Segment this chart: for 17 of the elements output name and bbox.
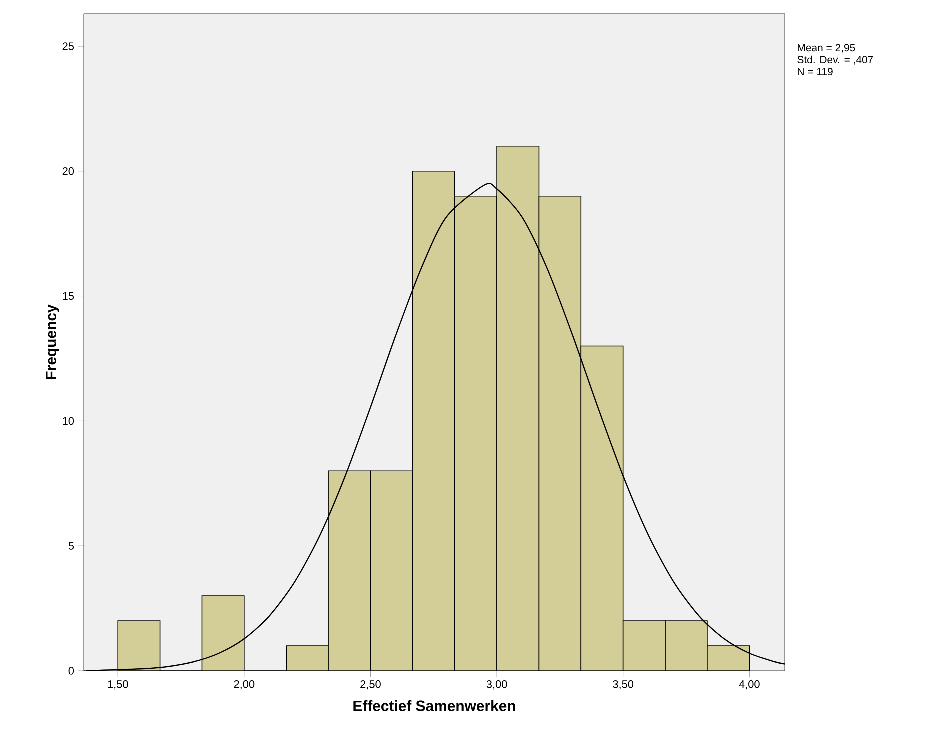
y-tick-label: 15: [63, 292, 74, 300]
text: Mean = 2,95: [798, 44, 856, 53]
text: Std. Dev. = ,407: [798, 56, 874, 65]
x-axis-title: Effectief Samenwerken: [354, 700, 516, 712]
y-tick-label: 10: [63, 417, 74, 426]
text: N = 119: [798, 68, 833, 76]
y-tick-label: 5: [68, 542, 74, 550]
x-tick-label: 3,00: [486, 680, 508, 690]
x-tick-label: 4,00: [739, 680, 760, 690]
x-tick-label: 2,00: [234, 680, 255, 690]
y-tick-label: 0: [68, 667, 74, 675]
y-tick-label: 20: [62, 168, 74, 176]
y-tick-label: 25: [62, 42, 74, 50]
x-tick-label: 3,50: [613, 680, 634, 690]
x-tick-label: 1,50: [108, 680, 128, 690]
y-axis-title: Frequency: [46, 304, 60, 380]
x-tick-label: 2,50: [360, 680, 381, 690]
